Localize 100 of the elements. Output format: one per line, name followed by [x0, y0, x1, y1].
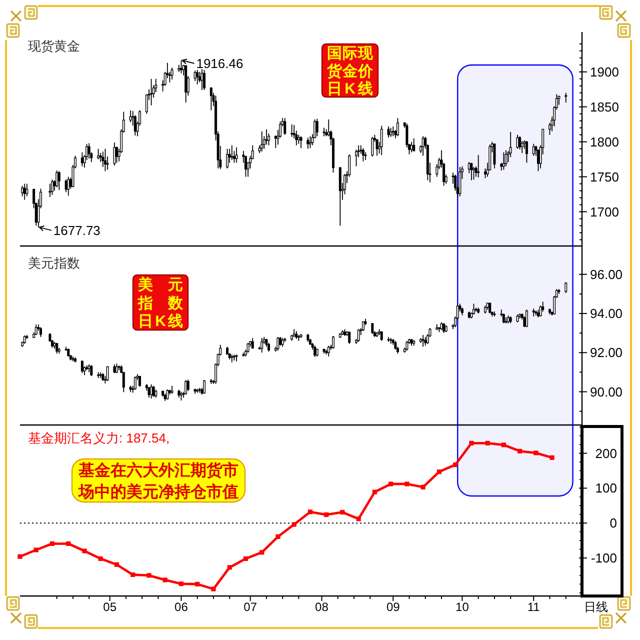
candlestick — [235, 146, 238, 164]
candlestick — [230, 144, 234, 160]
candlestick — [504, 316, 508, 324]
candlestick — [314, 345, 316, 358]
candlestick — [260, 337, 264, 354]
annotation: 1677.73 — [53, 222, 100, 238]
point — [243, 556, 248, 561]
candlestick — [39, 326, 42, 338]
point — [50, 541, 55, 546]
candlestick — [308, 136, 312, 149]
point — [146, 573, 152, 578]
candlestick — [470, 162, 473, 181]
candlestick — [306, 137, 310, 150]
point — [66, 541, 71, 546]
point — [420, 484, 426, 490]
y-tick-label: 1700 — [590, 204, 619, 220]
candlestick — [316, 118, 318, 137]
candlestick — [260, 130, 264, 152]
candlestick — [558, 95, 560, 106]
candlestick — [362, 148, 364, 162]
candlestick — [115, 146, 118, 164]
candlestick — [525, 309, 528, 328]
candlestick — [536, 149, 540, 172]
candlestick — [50, 179, 54, 196]
point — [292, 522, 296, 527]
point — [114, 562, 120, 567]
x-tick-label: 05 — [103, 600, 117, 614]
candlestick — [23, 183, 26, 200]
candlestick — [371, 136, 374, 157]
x-tick-label: 11 — [527, 600, 540, 614]
text: 现货黄金 — [28, 38, 80, 54]
candlestick — [67, 176, 70, 196]
candlestick — [284, 118, 286, 136]
y-tick-label: 1850 — [590, 99, 619, 114]
candlestick — [502, 152, 505, 170]
text: 美元指数 — [28, 256, 80, 271]
x-tick-label: 09 — [386, 600, 400, 614]
candlestick — [327, 345, 330, 357]
point — [130, 572, 136, 578]
candlestick — [509, 132, 512, 158]
candlestick — [412, 138, 416, 152]
y-tick-label: 200 — [595, 446, 617, 461]
candlestick — [539, 305, 542, 317]
point — [162, 578, 168, 582]
candlestick — [194, 70, 196, 82]
candlestick — [104, 148, 106, 172]
candlestick — [106, 366, 109, 382]
candlestick — [376, 138, 378, 156]
candlestick — [166, 388, 169, 400]
candlestick — [138, 376, 142, 388]
text: 日线 — [584, 600, 608, 614]
candlestick — [145, 94, 148, 114]
candlestick — [244, 155, 247, 178]
point — [18, 554, 22, 559]
point — [260, 550, 264, 555]
y-tick-label: 0 — [610, 516, 617, 531]
candlestick — [80, 360, 84, 374]
x-tick-label: 06 — [174, 600, 188, 614]
text: 基金期汇名义力: 187.54, — [28, 430, 170, 446]
point — [518, 448, 522, 454]
point — [98, 556, 103, 561]
candlestick — [422, 334, 424, 348]
candlestick — [150, 384, 153, 400]
candlestick — [357, 328, 360, 342]
candlestick — [129, 110, 132, 123]
candlestick — [203, 69, 206, 90]
candlestick — [48, 183, 52, 198]
candlestick — [99, 152, 102, 163]
point — [34, 548, 38, 552]
point — [550, 455, 554, 460]
y-tick-label: 94.00 — [590, 306, 623, 322]
y-tick-label: 1900 — [590, 64, 619, 80]
candlestick — [210, 86, 212, 111]
candlestick — [56, 170, 58, 188]
candlestick — [152, 385, 155, 398]
candlestick — [88, 142, 90, 160]
candlestick — [458, 166, 462, 197]
candlestick — [115, 363, 118, 374]
candlestick — [380, 330, 383, 342]
point — [308, 510, 313, 514]
candlestick — [518, 136, 522, 150]
candlestick — [380, 125, 383, 156]
candlestick — [21, 185, 24, 197]
point — [211, 586, 216, 592]
point — [453, 462, 458, 468]
candlestick — [203, 380, 206, 394]
candlestick — [58, 170, 60, 190]
point — [404, 482, 410, 486]
candlestick — [371, 322, 374, 334]
point — [372, 490, 378, 494]
candlestick — [184, 380, 188, 396]
x-tick-label: 07 — [244, 600, 258, 614]
point — [276, 534, 280, 539]
candlestick — [472, 166, 475, 180]
candlestick — [26, 183, 28, 197]
point — [82, 548, 87, 554]
y-tick-label: 100 — [595, 480, 617, 496]
candlestick — [564, 282, 568, 294]
point — [469, 440, 474, 446]
candlestick — [180, 60, 182, 74]
